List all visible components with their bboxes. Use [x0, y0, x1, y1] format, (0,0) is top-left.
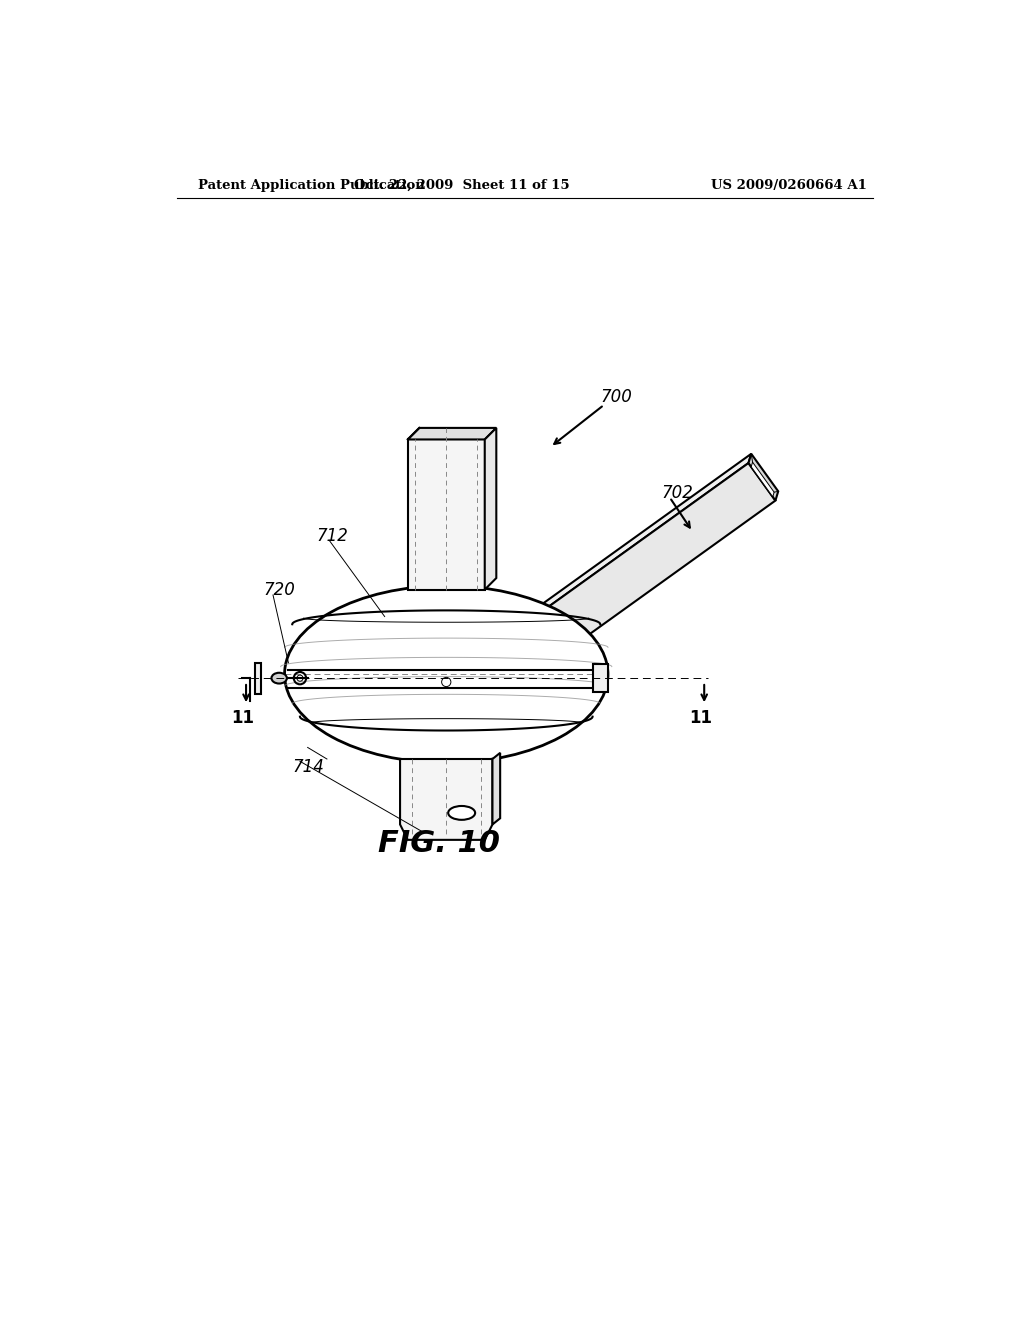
Polygon shape — [502, 454, 752, 640]
Ellipse shape — [271, 673, 287, 684]
Text: 700: 700 — [600, 388, 632, 407]
Text: FIG. 10: FIG. 10 — [378, 829, 500, 858]
Ellipse shape — [449, 807, 475, 820]
Polygon shape — [484, 428, 497, 590]
Polygon shape — [400, 759, 493, 840]
Text: 702: 702 — [662, 484, 693, 503]
Text: 11: 11 — [689, 709, 712, 727]
Ellipse shape — [285, 586, 608, 763]
Polygon shape — [493, 752, 500, 825]
Polygon shape — [752, 462, 774, 496]
Polygon shape — [502, 463, 775, 677]
Text: Oct. 22, 2009  Sheet 11 of 15: Oct. 22, 2009 Sheet 11 of 15 — [354, 178, 569, 191]
Text: 720: 720 — [263, 581, 295, 598]
Text: 714: 714 — [292, 758, 325, 776]
Polygon shape — [255, 663, 261, 693]
Text: 712: 712 — [316, 527, 349, 545]
Text: US 2009/0260664 A1: US 2009/0260664 A1 — [711, 178, 867, 191]
Polygon shape — [408, 428, 497, 440]
Text: Patent Application Publication: Patent Application Publication — [199, 178, 425, 191]
Polygon shape — [593, 664, 608, 692]
Polygon shape — [408, 440, 484, 590]
Polygon shape — [749, 454, 778, 500]
Text: 11: 11 — [230, 709, 254, 727]
